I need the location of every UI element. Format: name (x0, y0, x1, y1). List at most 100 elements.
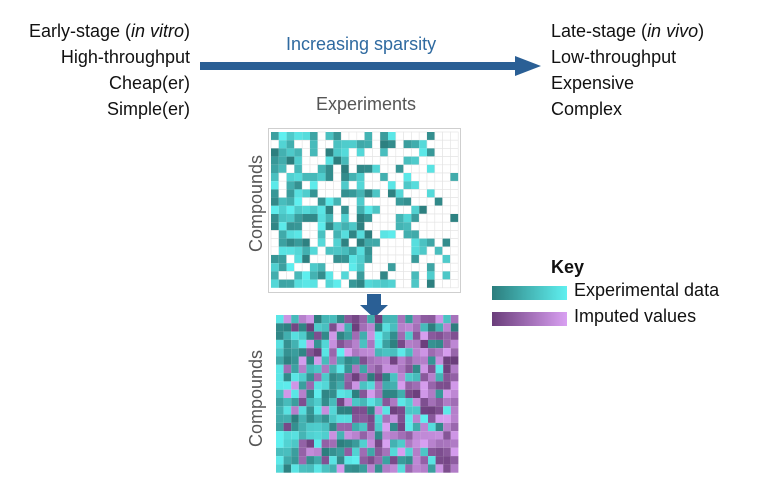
imputed-cell (435, 439, 444, 448)
imputed-cell (405, 406, 413, 415)
imputed-cell (344, 439, 352, 448)
imputed-cell (352, 439, 360, 448)
sparse-cell (411, 279, 420, 288)
imputed-cell (336, 431, 345, 440)
sparse-cell (364, 238, 373, 247)
sparse-cell (271, 214, 279, 223)
sparse-cell (310, 189, 318, 198)
imputed-cell (352, 447, 360, 457)
imputed-cell (412, 464, 421, 473)
imputed-cell (374, 315, 383, 324)
imputed-cell (336, 414, 345, 423)
sparse-cell (286, 230, 295, 239)
imputed-cell (420, 373, 428, 382)
imputed-cell (306, 364, 314, 374)
sparse-cell (364, 246, 373, 255)
imputed-cell (329, 339, 337, 349)
imputed-cell (298, 373, 307, 382)
imputed-cell (405, 339, 413, 349)
imputed-cell (276, 464, 284, 473)
imputed-cell (420, 323, 428, 332)
imputed-cell (450, 339, 459, 349)
imputed-cell (276, 381, 284, 390)
sparse-cell (310, 205, 318, 214)
imputed-cell (382, 373, 390, 382)
sparse-cell (388, 189, 396, 198)
imputed-cell (298, 398, 307, 407)
imputed-cell (382, 331, 390, 340)
imputed-cell (291, 373, 299, 382)
imputed-cell (390, 348, 398, 357)
imputed-cell (420, 389, 428, 398)
imputed-cell (276, 447, 284, 457)
imputed-cell (314, 422, 322, 432)
sparse-cell (271, 173, 279, 182)
imputed-cell (435, 323, 444, 332)
imputed-cell (374, 364, 383, 374)
imputed-cell (397, 439, 406, 448)
imputed-cell (306, 439, 314, 448)
imputed-cell (306, 431, 314, 440)
imputed-cell (450, 456, 459, 465)
imputed-cell (283, 381, 292, 390)
imputed-cell (443, 339, 451, 349)
key-title: Key (551, 257, 585, 277)
imputed-cell (283, 422, 292, 432)
sparse-cell (294, 246, 303, 255)
sparse-cell (302, 255, 310, 264)
imputed-cell (321, 348, 330, 357)
imputed-cell (298, 315, 307, 324)
imputed-cell (298, 464, 307, 473)
imputed-cell (321, 389, 330, 398)
sparse-cell (278, 230, 287, 239)
imputed-cell (283, 315, 292, 324)
imputed-cell (276, 373, 284, 382)
imputed-cell (382, 422, 390, 432)
sparse-cell (271, 197, 279, 206)
imputed-cell (283, 447, 292, 457)
imputed-cell (276, 422, 284, 432)
sparse-cell (341, 164, 349, 173)
sparse-cell (419, 246, 427, 255)
imputed-cell (397, 422, 406, 432)
imputed-cell (412, 348, 421, 357)
sparse-cell (388, 140, 396, 149)
imputed-cell (397, 356, 406, 365)
imputed-cell (321, 356, 330, 365)
imputed-cell (405, 373, 413, 382)
imputed-cell (428, 389, 436, 398)
imputed-cell (359, 406, 368, 415)
sparse-cell (349, 230, 357, 239)
imputed-cell (405, 464, 413, 473)
imputed-cell (336, 356, 345, 365)
imputed-cell (412, 381, 421, 390)
imputed-cell (336, 389, 345, 398)
imputed-cell (374, 389, 383, 398)
sparse-cell (286, 214, 295, 223)
imputed-cell (390, 439, 398, 448)
sparse-cell (403, 173, 412, 182)
imputed-cell (420, 339, 428, 349)
sparse-cell (317, 173, 326, 182)
sparse-cell (411, 205, 420, 214)
imputed-cell (382, 364, 390, 374)
sparse-cell (286, 238, 295, 247)
sparse-cell (278, 246, 287, 255)
imputed-cell (390, 331, 398, 340)
imputed-cell (420, 348, 428, 357)
sparse-cell (286, 197, 295, 206)
imputed-cell (336, 323, 345, 332)
sparse-cell (341, 238, 349, 247)
complex-text: Complex (551, 99, 623, 119)
imputed-cell (329, 431, 337, 440)
sparse-cell (395, 214, 404, 223)
imputed-cell (336, 464, 345, 473)
imputed-cell (390, 364, 398, 374)
imputed-cell (412, 373, 421, 382)
imputed-cell (276, 398, 284, 407)
imputed-cell (382, 456, 390, 465)
imputed-cell (412, 323, 421, 332)
imputed-cell (428, 364, 436, 374)
imputed-cell (291, 406, 299, 415)
imputed-cell (298, 389, 307, 398)
